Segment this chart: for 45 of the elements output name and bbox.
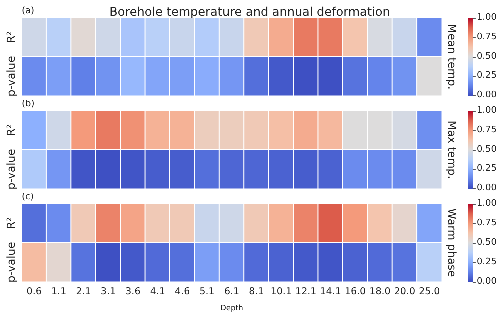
color-bar-label: 0.75 (476, 218, 498, 228)
color-bar-label: 0.75 (476, 125, 498, 136)
color-bar-label: 0.25 (476, 71, 498, 82)
color-bar-label: 0.25 (476, 258, 498, 268)
x-tick-label: 16.0 (344, 286, 366, 298)
y-tick-label: R² (5, 31, 18, 44)
x-tick-label: 25.0 (419, 286, 440, 298)
y-tick-label: R² (5, 217, 18, 230)
x-tick-label: 14.1 (320, 286, 342, 298)
color-bar-label: 0.00 (476, 184, 498, 194)
color-bar-label: 0.25 (476, 164, 498, 174)
color-bar-label: 0.00 (476, 277, 498, 287)
y-tick-label: p-value (5, 56, 18, 97)
x-tick-label: 6.1 (224, 286, 240, 298)
color-bar-title: Warm phase (446, 208, 458, 278)
color-bar-label: 1.00 (476, 13, 498, 23)
color-bar-label: 0.50 (476, 144, 498, 155)
text: (b) (22, 100, 35, 110)
chart-title: Borehole temperature and annual deformation (110, 5, 390, 19)
x-tick-label: 5.1 (200, 286, 215, 298)
y-tick-label: p-value (5, 242, 18, 283)
text: (a) (22, 6, 35, 16)
text: (c) (22, 192, 34, 202)
color-bar-label: 0.50 (476, 52, 498, 62)
color-bar-label: 0.00 (476, 90, 498, 100)
color-bar-title: Max temp. (446, 120, 458, 180)
color-bar-label: 1.00 (476, 106, 498, 116)
x-tick-label: 4.6 (175, 286, 190, 298)
x-tick-label: 1.1 (52, 286, 67, 298)
x-tick-label: 2.1 (76, 286, 92, 298)
color-bar-label: 0.50 (476, 238, 498, 248)
color-bar-title: Mean temp. (446, 24, 458, 90)
x-tick-label: 3.6 (126, 286, 141, 298)
color-bar-label: 0.75 (476, 32, 498, 42)
x-tick-label: 8.1 (249, 286, 264, 298)
x-tick-label: 0.6 (26, 286, 42, 298)
x-tick-label: 10.1 (270, 286, 292, 298)
y-tick-label: R² (5, 124, 18, 137)
x-tick-label: 4.1 (150, 286, 166, 298)
y-tick-label: p-value (5, 148, 18, 190)
color-bar-label: 1.00 (476, 199, 498, 209)
x-tick-label: 3.1 (100, 286, 116, 298)
x-tick-label: 18.0 (370, 286, 391, 298)
x-tick-label: 20.0 (394, 286, 416, 298)
x-tick-label: 12.1 (296, 286, 317, 298)
